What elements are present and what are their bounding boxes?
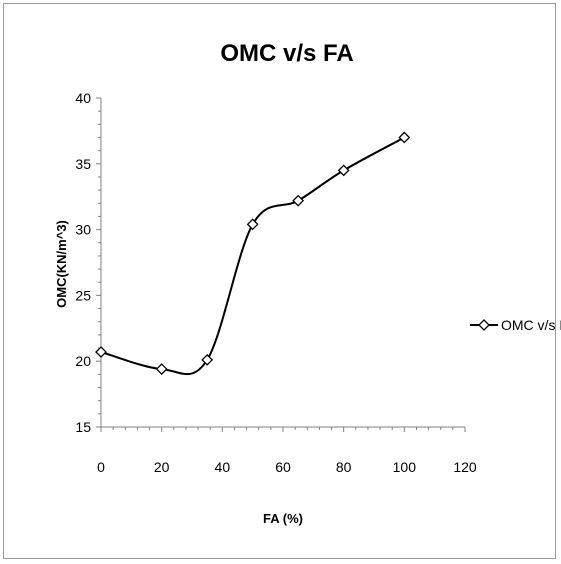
y-axis-title: OMC(KN/m^3) (54, 220, 69, 308)
y-tick-label: 25 (75, 287, 91, 303)
data-point-marker (292, 194, 305, 207)
legend-label: OMC v/s FA (501, 317, 561, 333)
series-layer (95, 131, 411, 376)
x-axis-title: FA (%) (263, 511, 303, 526)
x-tick-label: 0 (97, 459, 105, 475)
x-tick-label: 40 (215, 459, 231, 475)
chart-title: OMC v/s FA (220, 40, 353, 67)
ticks (96, 97, 466, 432)
legend-marker (478, 319, 490, 331)
x-tick-label: 20 (154, 459, 170, 475)
x-tick-label: 60 (275, 459, 291, 475)
data-point-marker (398, 131, 411, 144)
chart-frame (3, 3, 556, 559)
y-tick-label: 15 (75, 419, 91, 435)
legend: OMC v/s FA (470, 317, 561, 333)
x-tick-label: 120 (453, 459, 477, 475)
y-tick-label: 30 (75, 222, 91, 238)
axes (100, 98, 465, 428)
data-point-marker (155, 363, 168, 376)
x-tick-label: 100 (393, 459, 417, 475)
data-point-marker (201, 353, 214, 366)
tick-labels: 15 20 25 30 35 40 0 20 40 60 80 100 120 (75, 90, 476, 475)
y-tick-label: 35 (75, 156, 91, 172)
data-point-marker (337, 164, 350, 177)
x-tick-label: 80 (336, 459, 352, 475)
y-tick-label: 40 (75, 90, 91, 106)
data-point-marker (95, 346, 107, 358)
y-tick-label: 20 (75, 353, 91, 369)
series-line (100, 136, 405, 376)
data-point-marker (246, 218, 259, 231)
